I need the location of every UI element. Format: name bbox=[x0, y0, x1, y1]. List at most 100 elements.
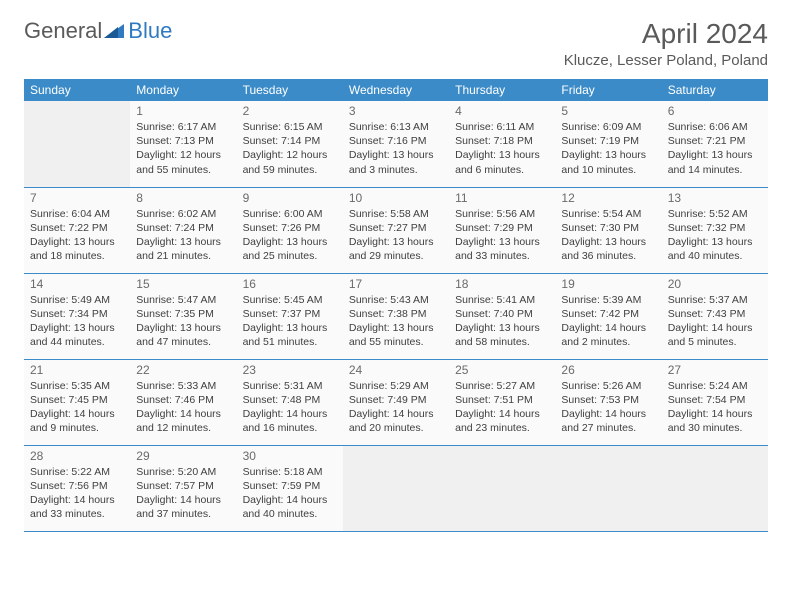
day-number: 28 bbox=[30, 449, 124, 463]
day-info: Sunrise: 6:17 AMSunset: 7:13 PMDaylight:… bbox=[136, 120, 230, 177]
day-info: Sunrise: 5:33 AMSunset: 7:46 PMDaylight:… bbox=[136, 379, 230, 436]
day-info: Sunrise: 6:00 AMSunset: 7:26 PMDaylight:… bbox=[243, 207, 337, 264]
calendar-head: SundayMondayTuesdayWednesdayThursdayFrid… bbox=[24, 79, 768, 101]
day-number: 12 bbox=[561, 191, 655, 205]
calendar-cell: 7 Sunrise: 6:04 AMSunset: 7:22 PMDaylight… bbox=[24, 187, 130, 273]
day-number: 19 bbox=[561, 277, 655, 291]
calendar-cell: 28Sunrise: 5:22 AMSunset: 7:56 PMDayligh… bbox=[24, 445, 130, 531]
calendar-cell: 21 Sunrise: 5:35 AMSunset: 7:45 PMDayligh… bbox=[24, 359, 130, 445]
calendar-cell: 15Sunrise: 5:47 AMSunset: 7:35 PMDayligh… bbox=[130, 273, 236, 359]
day-info: Sunrise: 6:06 AMSunset: 7:21 PMDaylight:… bbox=[668, 120, 762, 177]
calendar-cell bbox=[449, 445, 555, 531]
weekday-header: Saturday bbox=[662, 79, 768, 101]
calendar-cell bbox=[24, 101, 130, 187]
calendar-cell bbox=[555, 445, 661, 531]
day-number: 21 bbox=[30, 363, 124, 377]
calendar-cell: 1Sunrise: 6:17 AMSunset: 7:13 PMDaylight… bbox=[130, 101, 236, 187]
day-info: Sunrise: 5:20 AMSunset: 7:57 PMDaylight:… bbox=[136, 465, 230, 522]
day-info: Sunrise: 5:43 AMSunset: 7:38 PMDaylight:… bbox=[349, 293, 443, 350]
logo-triangle-icon bbox=[104, 22, 126, 40]
header-right: April 2024 Klucze, Lesser Poland, Poland bbox=[564, 18, 768, 69]
day-info: Sunrise: 6:15 AMSunset: 7:14 PMDaylight:… bbox=[243, 120, 337, 177]
calendar-cell: 5 Sunrise: 6:09 AMSunset: 7:19 PMDaylight… bbox=[555, 101, 661, 187]
logo-word1: General bbox=[24, 18, 102, 44]
weekday-header: Sunday bbox=[24, 79, 130, 101]
calendar-cell: 16 Sunrise: 5:45 AMSunset: 7:37 PMDayligh… bbox=[237, 273, 343, 359]
calendar-cell: 30 Sunrise: 5:18 AMSunset: 7:59 PMDayligh… bbox=[237, 445, 343, 531]
day-info: Sunrise: 5:26 AMSunset: 7:53 PMDaylight:… bbox=[561, 379, 655, 436]
day-number: 10 bbox=[349, 191, 443, 205]
calendar-cell: 23 Sunrise: 5:31 AMSunset: 7:48 PMDayligh… bbox=[237, 359, 343, 445]
calendar-cell: 6 Sunrise: 6:06 AMSunset: 7:21 PMDaylight… bbox=[662, 101, 768, 187]
day-number: 13 bbox=[668, 191, 762, 205]
day-number: 20 bbox=[668, 277, 762, 291]
day-info: Sunrise: 6:11 AMSunset: 7:18 PMDaylight:… bbox=[455, 120, 549, 177]
day-info: Sunrise: 5:31 AMSunset: 7:48 PMDaylight:… bbox=[243, 379, 337, 436]
logo: General Blue bbox=[24, 18, 172, 44]
day-number: 6 bbox=[668, 104, 762, 118]
day-info: Sunrise: 5:29 AMSunset: 7:49 PMDaylight:… bbox=[349, 379, 443, 436]
calendar-cell: 9 Sunrise: 6:00 AMSunset: 7:26 PMDaylight… bbox=[237, 187, 343, 273]
day-info: Sunrise: 5:39 AMSunset: 7:42 PMDaylight:… bbox=[561, 293, 655, 350]
day-info: Sunrise: 5:58 AMSunset: 7:27 PMDaylight:… bbox=[349, 207, 443, 264]
calendar-cell: 25Sunrise: 5:27 AMSunset: 7:51 PMDayligh… bbox=[449, 359, 555, 445]
page-header: General Blue April 2024 Klucze, Lesser P… bbox=[24, 18, 768, 69]
day-number: 14 bbox=[30, 277, 124, 291]
day-number: 9 bbox=[243, 191, 337, 205]
day-number: 29 bbox=[136, 449, 230, 463]
calendar-cell: 12 Sunrise: 5:54 AMSunset: 7:30 PMDayligh… bbox=[555, 187, 661, 273]
calendar-cell: 13 Sunrise: 5:52 AMSunset: 7:32 PMDayligh… bbox=[662, 187, 768, 273]
day-info: Sunrise: 6:04 AMSunset: 7:22 PMDaylight:… bbox=[30, 207, 124, 264]
weekday-header: Thursday bbox=[449, 79, 555, 101]
day-number: 5 bbox=[561, 104, 655, 118]
calendar-cell: 20Sunrise: 5:37 AMSunset: 7:43 PMDayligh… bbox=[662, 273, 768, 359]
page-title: April 2024 bbox=[564, 18, 768, 50]
day-info: Sunrise: 5:18 AMSunset: 7:59 PMDaylight:… bbox=[243, 465, 337, 522]
calendar-cell: 3 Sunrise: 6:13 AMSunset: 7:16 PMDaylight… bbox=[343, 101, 449, 187]
calendar-cell: 26Sunrise: 5:26 AMSunset: 7:53 PMDayligh… bbox=[555, 359, 661, 445]
day-info: Sunrise: 5:52 AMSunset: 7:32 PMDaylight:… bbox=[668, 207, 762, 264]
calendar-cell bbox=[343, 445, 449, 531]
calendar-cell: 24Sunrise: 5:29 AMSunset: 7:49 PMDayligh… bbox=[343, 359, 449, 445]
day-number: 23 bbox=[243, 363, 337, 377]
day-info: Sunrise: 5:41 AMSunset: 7:40 PMDaylight:… bbox=[455, 293, 549, 350]
day-info: Sunrise: 5:24 AMSunset: 7:54 PMDaylight:… bbox=[668, 379, 762, 436]
day-info: Sunrise: 5:45 AMSunset: 7:37 PMDaylight:… bbox=[243, 293, 337, 350]
day-info: Sunrise: 6:13 AMSunset: 7:16 PMDaylight:… bbox=[349, 120, 443, 177]
day-info: Sunrise: 5:35 AMSunset: 7:45 PMDaylight:… bbox=[30, 379, 124, 436]
day-number: 2 bbox=[243, 104, 337, 118]
calendar-cell: 10 Sunrise: 5:58 AMSunset: 7:27 PMDayligh… bbox=[343, 187, 449, 273]
day-number: 16 bbox=[243, 277, 337, 291]
calendar-cell: 11 Sunrise: 5:56 AMSunset: 7:29 PMDayligh… bbox=[449, 187, 555, 273]
day-number: 30 bbox=[243, 449, 337, 463]
day-info: Sunrise: 5:56 AMSunset: 7:29 PMDaylight:… bbox=[455, 207, 549, 264]
day-number: 3 bbox=[349, 104, 443, 118]
day-number: 22 bbox=[136, 363, 230, 377]
day-number: 17 bbox=[349, 277, 443, 291]
day-info: Sunrise: 6:09 AMSunset: 7:19 PMDaylight:… bbox=[561, 120, 655, 177]
day-number: 7 bbox=[30, 191, 124, 205]
calendar-cell: 29 Sunrise: 5:20 AMSunset: 7:57 PMDayligh… bbox=[130, 445, 236, 531]
calendar-cell: 8 Sunrise: 6:02 AMSunset: 7:24 PMDaylight… bbox=[130, 187, 236, 273]
weekday-header: Wednesday bbox=[343, 79, 449, 101]
day-number: 4 bbox=[455, 104, 549, 118]
weekday-header: Friday bbox=[555, 79, 661, 101]
location-text: Klucze, Lesser Poland, Poland bbox=[564, 52, 768, 69]
calendar-table: SundayMondayTuesdayWednesdayThursdayFrid… bbox=[24, 79, 768, 532]
calendar-cell: 14 Sunrise: 5:49 AMSunset: 7:34 PMDayligh… bbox=[24, 273, 130, 359]
calendar-cell: 4 Sunrise: 6:11 AMSunset: 7:18 PMDaylight… bbox=[449, 101, 555, 187]
day-info: Sunrise: 5:27 AMSunset: 7:51 PMDaylight:… bbox=[455, 379, 549, 436]
calendar-cell: 18 Sunrise: 5:41 AMSunset: 7:40 PMDayligh… bbox=[449, 273, 555, 359]
day-info: Sunrise: 6:02 AMSunset: 7:24 PMDaylight:… bbox=[136, 207, 230, 264]
calendar-cell: 2 Sunrise: 6:15 AMSunset: 7:14 PMDaylight… bbox=[237, 101, 343, 187]
calendar-cell: 27Sunrise: 5:24 AMSunset: 7:54 PMDayligh… bbox=[662, 359, 768, 445]
weekday-header: Tuesday bbox=[237, 79, 343, 101]
day-number: 11 bbox=[455, 191, 549, 205]
day-info: Sunrise: 5:47 AMSunset: 7:35 PMDaylight:… bbox=[136, 293, 230, 350]
weekday-header: Monday bbox=[130, 79, 236, 101]
day-info: Sunrise: 5:49 AMSunset: 7:34 PMDaylight:… bbox=[30, 293, 124, 350]
day-info: Sunrise: 5:54 AMSunset: 7:30 PMDaylight:… bbox=[561, 207, 655, 264]
calendar-cell: 22 Sunrise: 5:33 AMSunset: 7:46 PMDayligh… bbox=[130, 359, 236, 445]
day-number: 8 bbox=[136, 191, 230, 205]
day-number: 18 bbox=[455, 277, 549, 291]
